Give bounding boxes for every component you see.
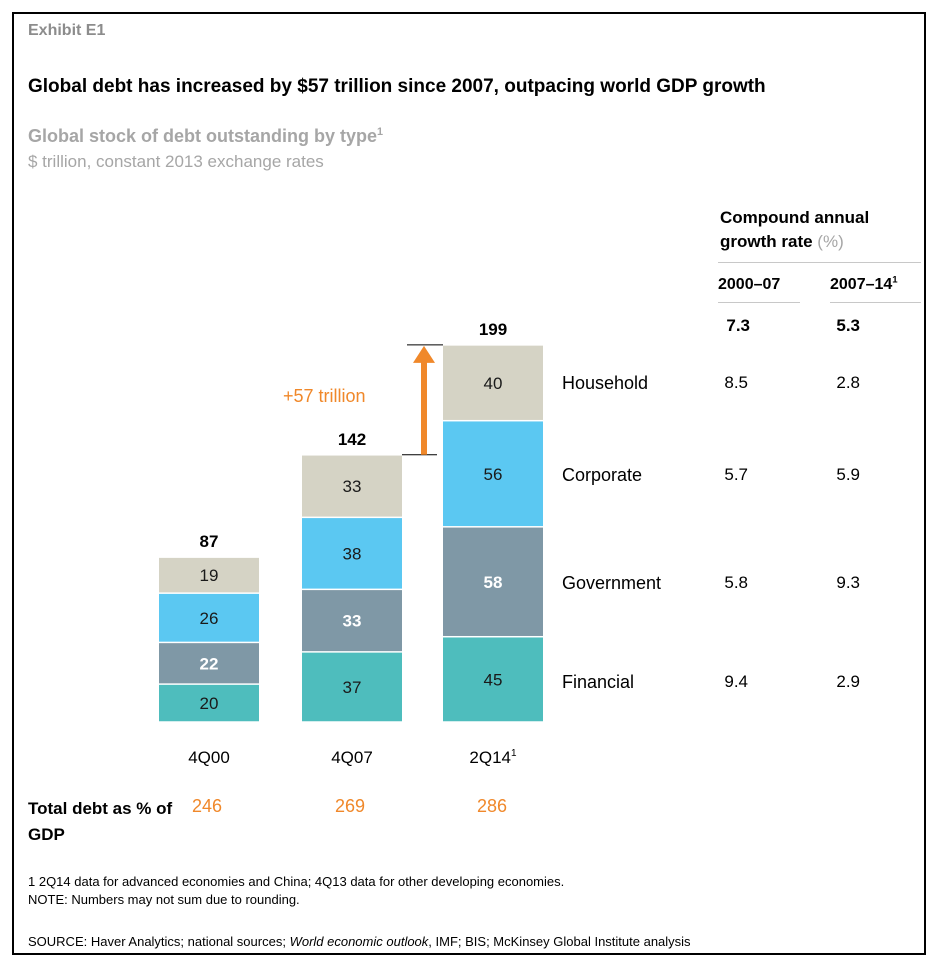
bar-label-financial-2q14: 45 (484, 670, 503, 689)
gdp-ratio-4q00: 246 (191, 796, 223, 816)
category-household: Household (562, 373, 649, 393)
cagr-total-2007-14: 5.3 (836, 316, 860, 335)
cagr-corporate-2000-07: 5.7 (724, 465, 748, 484)
bar-corporate-2q14 (443, 421, 543, 527)
bar-government-4q07 (302, 590, 402, 652)
chart-units: $ trillion, constant 2013 exchange rates (28, 152, 324, 171)
cagr-col1-underline (718, 302, 800, 303)
bar-label-household-4q00: 19 (200, 566, 219, 585)
gdp-ratio-label: Total debt as % of GDP (28, 799, 173, 844)
x-label-2q14: 2Q141 (469, 748, 517, 767)
gdp-ratio-2q14: 286 (476, 796, 508, 816)
cagr-financial-2000-07: 9.4 (724, 672, 748, 691)
category-government: Government (562, 573, 662, 593)
bar-label-corporate-2q14: 56 (484, 465, 503, 484)
rounding-note: NOTE: Numbers may not sum due to roundin… (28, 892, 300, 907)
bar-label-financial-4q00: 20 (200, 694, 219, 713)
bar-total-4q07: 142 (338, 430, 366, 449)
bar-label-government-2q14: 58 (484, 573, 503, 592)
bar-financial-4q07 (302, 652, 402, 722)
subtitle-footnote-mark: 1 (377, 126, 384, 138)
cagr-divider (718, 262, 921, 263)
bar-label-corporate-4q00: 26 (200, 609, 219, 628)
bar-corporate-4q07 (302, 518, 402, 589)
exhibit-label: Exhibit E1 (28, 22, 106, 39)
cagr-heading: Compound annual growth rate (%) (720, 208, 870, 251)
gdp-ratio-4q07: 269 (334, 796, 366, 816)
bar-household-4q07 (302, 455, 402, 517)
category-corporate: Corporate (562, 465, 643, 485)
bar-label-household-2q14: 40 (484, 374, 503, 393)
cagr-government-2000-07: 5.8 (724, 573, 748, 592)
cagr-corporate-2007-14: 5.9 (836, 465, 860, 484)
category-financial: Financial (562, 672, 635, 692)
increase-annotation: +57 trillion (283, 386, 366, 406)
bar-label-household-4q07: 33 (343, 477, 362, 496)
bar-corporate-4q00 (159, 593, 259, 642)
source-line: SOURCE: Haver Analytics; national source… (28, 934, 691, 949)
bar-financial-2q14 (443, 637, 543, 722)
cagr-col-2000-07: 2000–07 (718, 276, 781, 293)
x-label-4q07: 4Q07 (331, 748, 373, 767)
bar-household-4q00 (159, 557, 259, 593)
footnote-1: 1 2Q14 data for advanced economies and C… (28, 874, 565, 889)
cagr-household-2000-07: 8.5 (724, 373, 748, 392)
bar-financial-4q00 (159, 684, 259, 722)
growth-arrow-head (413, 345, 435, 363)
bar-government-4q00 (159, 643, 259, 684)
bar-label-corporate-4q07: 38 (343, 544, 362, 563)
cagr-household-2007-14: 2.8 (836, 373, 860, 392)
chart-title: Global debt has increased by $57 trillio… (28, 76, 766, 97)
bar-total-2q14: 199 (479, 320, 507, 339)
bar-government-2q14 (443, 527, 543, 636)
cagr-col-2007-14: 2007–141 (830, 274, 898, 293)
cagr-total-2000-07: 7.3 (726, 316, 750, 335)
bar-label-government-4q00: 22 (200, 654, 219, 673)
x-label-4q00: 4Q00 (188, 748, 230, 767)
bar-label-financial-4q07: 37 (343, 678, 362, 697)
cagr-financial-2007-14: 2.9 (836, 672, 860, 691)
bar-total-4q00: 87 (200, 532, 219, 551)
bar-household-2q14 (443, 345, 543, 420)
bar-label-government-4q07: 33 (343, 612, 362, 631)
cagr-government-2007-14: 9.3 (836, 573, 860, 592)
cagr-col2-underline (830, 302, 921, 303)
chart-subtitle: Global stock of debt outstanding by type… (28, 126, 384, 146)
